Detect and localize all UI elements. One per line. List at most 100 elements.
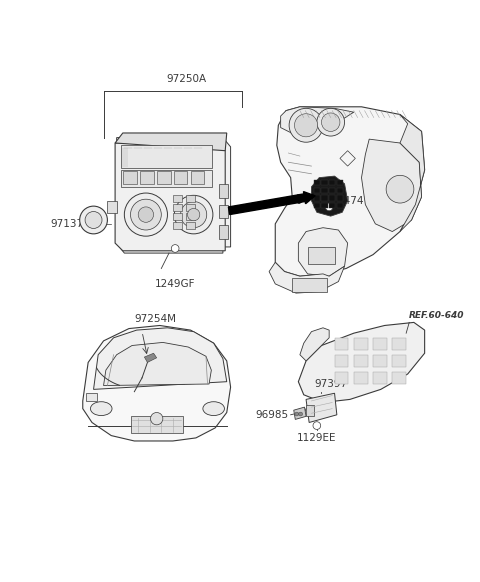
Bar <box>337 203 343 208</box>
Bar <box>292 278 327 292</box>
Polygon shape <box>312 176 348 216</box>
Polygon shape <box>294 407 306 420</box>
Circle shape <box>138 207 154 222</box>
Polygon shape <box>104 342 211 385</box>
Bar <box>191 172 204 184</box>
Circle shape <box>289 108 323 142</box>
Bar <box>329 196 336 201</box>
Polygon shape <box>144 353 156 363</box>
Bar <box>174 172 188 184</box>
Circle shape <box>295 113 318 137</box>
Circle shape <box>171 244 179 253</box>
FancyArrow shape <box>228 191 315 215</box>
Bar <box>219 225 228 239</box>
Bar <box>354 338 368 350</box>
Text: REF.60-640: REF.60-640 <box>409 311 465 320</box>
Bar <box>86 393 97 401</box>
Bar <box>337 196 343 201</box>
Text: 97137A: 97137A <box>50 219 90 229</box>
Bar <box>322 180 328 185</box>
Bar <box>186 194 195 201</box>
Bar <box>335 372 348 384</box>
Circle shape <box>174 196 213 234</box>
Bar <box>173 194 182 201</box>
Bar <box>219 184 228 198</box>
Polygon shape <box>281 107 354 135</box>
Ellipse shape <box>203 402 225 416</box>
Bar <box>173 204 182 211</box>
Bar <box>322 196 328 201</box>
Bar <box>314 203 320 208</box>
Bar <box>156 172 170 184</box>
Circle shape <box>124 193 168 236</box>
Circle shape <box>299 412 302 416</box>
Polygon shape <box>400 115 425 232</box>
Text: 1249GF: 1249GF <box>155 279 195 289</box>
Bar <box>354 355 368 367</box>
Circle shape <box>322 113 340 132</box>
Bar <box>373 338 387 350</box>
Bar <box>335 338 348 350</box>
Bar <box>354 372 368 384</box>
Bar <box>186 204 195 211</box>
Bar <box>392 338 406 350</box>
Text: 97397: 97397 <box>314 379 347 389</box>
Bar <box>173 222 182 229</box>
Text: 97254M: 97254M <box>134 314 176 324</box>
Circle shape <box>188 208 200 221</box>
Polygon shape <box>306 393 337 423</box>
Polygon shape <box>299 322 425 403</box>
Bar <box>186 213 195 220</box>
Polygon shape <box>269 262 345 293</box>
Bar <box>335 355 348 367</box>
Circle shape <box>131 199 161 230</box>
Bar <box>392 372 406 384</box>
Polygon shape <box>83 325 230 441</box>
Bar <box>392 355 406 367</box>
Polygon shape <box>300 328 329 361</box>
Bar <box>329 203 336 208</box>
Text: 96985: 96985 <box>255 410 288 420</box>
Ellipse shape <box>90 402 112 416</box>
Bar <box>314 196 320 201</box>
Bar <box>121 170 212 187</box>
Bar <box>337 180 343 185</box>
Bar <box>121 146 212 168</box>
Bar <box>131 416 183 433</box>
Bar <box>314 187 320 193</box>
Polygon shape <box>115 143 225 251</box>
Polygon shape <box>361 139 421 232</box>
Bar <box>314 180 320 185</box>
Bar <box>373 355 387 367</box>
Circle shape <box>386 175 414 203</box>
Bar <box>337 187 343 193</box>
Text: 1129EE: 1129EE <box>297 433 336 443</box>
Polygon shape <box>115 133 227 151</box>
Bar <box>329 187 336 193</box>
Bar <box>123 172 137 184</box>
Bar <box>329 180 336 185</box>
Bar <box>308 247 335 264</box>
Circle shape <box>295 412 299 416</box>
Circle shape <box>85 211 102 229</box>
Bar <box>186 222 195 229</box>
Bar <box>219 205 228 218</box>
Polygon shape <box>117 137 230 247</box>
Circle shape <box>317 108 345 136</box>
Polygon shape <box>94 328 227 389</box>
Circle shape <box>313 422 321 430</box>
Bar <box>322 203 328 208</box>
Text: 97250A: 97250A <box>166 74 206 84</box>
Polygon shape <box>117 143 223 253</box>
Bar <box>306 405 314 416</box>
Polygon shape <box>299 228 348 276</box>
Text: 84747: 84747 <box>337 196 370 206</box>
Circle shape <box>180 201 207 228</box>
Bar <box>322 187 328 193</box>
Circle shape <box>325 203 333 211</box>
Bar <box>140 172 154 184</box>
Circle shape <box>80 206 108 234</box>
Bar <box>173 213 182 220</box>
Circle shape <box>151 413 163 425</box>
Bar <box>373 372 387 384</box>
